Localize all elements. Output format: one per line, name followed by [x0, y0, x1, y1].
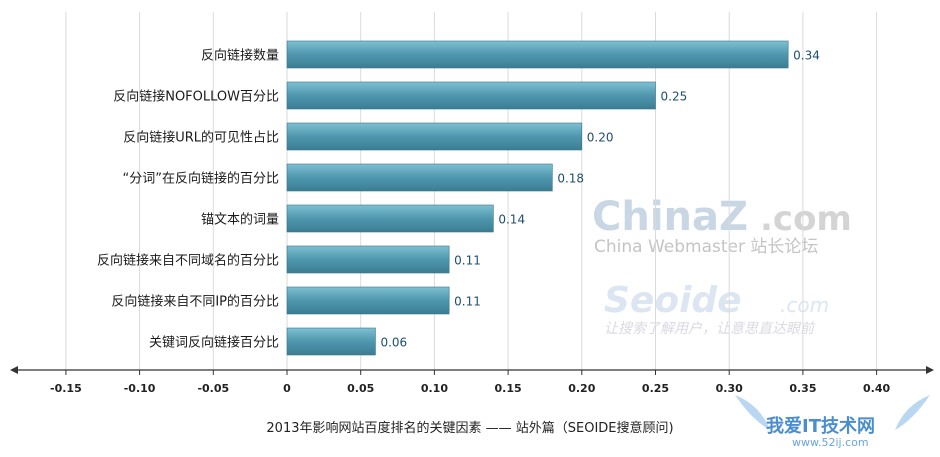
value-label: 0.11	[454, 254, 481, 268]
bar	[286, 327, 376, 356]
x-tick-label: 0.20	[568, 382, 595, 395]
chinaz-watermark-com: .com	[760, 199, 852, 239]
site52-watermark: 我爱IT技术网 www.52ij.com	[735, 395, 930, 449]
bar	[286, 204, 494, 233]
site52-watermark-logo: 我爱IT技术网	[766, 415, 875, 437]
x-tick-label: -0.10	[124, 382, 156, 395]
bar-series	[286, 40, 789, 356]
value-label: 0.14	[498, 213, 525, 227]
category-label: 反向链接URL的可见性占比	[123, 130, 279, 146]
x-tick-label: 0.25	[642, 382, 669, 395]
chinaz-watermark: ChinaZ .com China Webmaster 站长论坛	[592, 194, 852, 257]
seoide-watermark: Seoide .com 让搜索了解用户，让意思直达眼前	[604, 280, 829, 337]
chart-title: 2013年影响网站百度排名的关键因素 —— 站外篇（SEOIDE搜意顾问)	[266, 420, 673, 436]
value-label: 0.18	[557, 172, 584, 186]
x-tick-label: 0.10	[421, 382, 448, 395]
seoide-watermark-logo: Seoide	[604, 280, 742, 321]
seoide-watermark-slogan: 让搜索了解用户，让意思直达眼前	[604, 321, 816, 337]
value-label: 0.20	[587, 131, 614, 145]
x-tick-label: 0.30	[716, 382, 743, 395]
category-label: 关键词反向链接百分比	[149, 335, 279, 351]
chinaz-watermark-sub: China Webmaster 站长论坛	[594, 237, 818, 257]
value-label: 0.34	[793, 49, 820, 63]
bar	[286, 81, 656, 110]
seoide-watermark-com: .com	[780, 293, 829, 317]
value-labels: 0.34 0.25 0.20 0.18 0.14 0.11 0.11 0.06	[380, 49, 819, 350]
x-tick-label: 0.35	[789, 382, 816, 395]
category-label: 反向链接数量	[201, 48, 279, 64]
value-label: 0.06	[380, 336, 407, 350]
category-label: “分词”在反向链接的百分比	[123, 171, 279, 187]
x-axis-right-arrow-icon	[926, 366, 934, 374]
x-axis-left-arrow-icon	[10, 366, 18, 374]
x-tick-label: -0.15	[50, 382, 82, 395]
bar	[286, 286, 450, 315]
category-label: 锚文本的词量	[201, 212, 279, 228]
category-label: 反向链接来自不同域名的百分比	[97, 253, 279, 269]
site52-watermark-url: www.52ij.com	[792, 436, 869, 449]
value-label: 0.25	[661, 90, 688, 104]
category-label: 反向链接NOFOLLOW百分比	[113, 89, 279, 105]
bar	[286, 122, 583, 151]
category-label: 反向链接来自不同IP的百分比	[111, 294, 279, 310]
value-label: 0.11	[454, 295, 481, 309]
chinaz-watermark-logo: ChinaZ	[592, 194, 748, 240]
x-tick-label: -0.05	[197, 382, 229, 395]
x-tick-label: 0.05	[347, 382, 374, 395]
x-axis-ticks	[65, 370, 878, 375]
bar	[286, 40, 789, 69]
x-tick-label: 0.40	[863, 382, 890, 395]
x-axis-tick-labels: -0.15 -0.10 -0.05 0 0.05 0.10 0.15 0.20 0.25 0.30…	[50, 382, 890, 395]
bar	[286, 163, 553, 192]
x-tick-label: 0.15	[495, 382, 522, 395]
x-tick-label: 0	[283, 382, 291, 395]
bar	[286, 245, 450, 274]
